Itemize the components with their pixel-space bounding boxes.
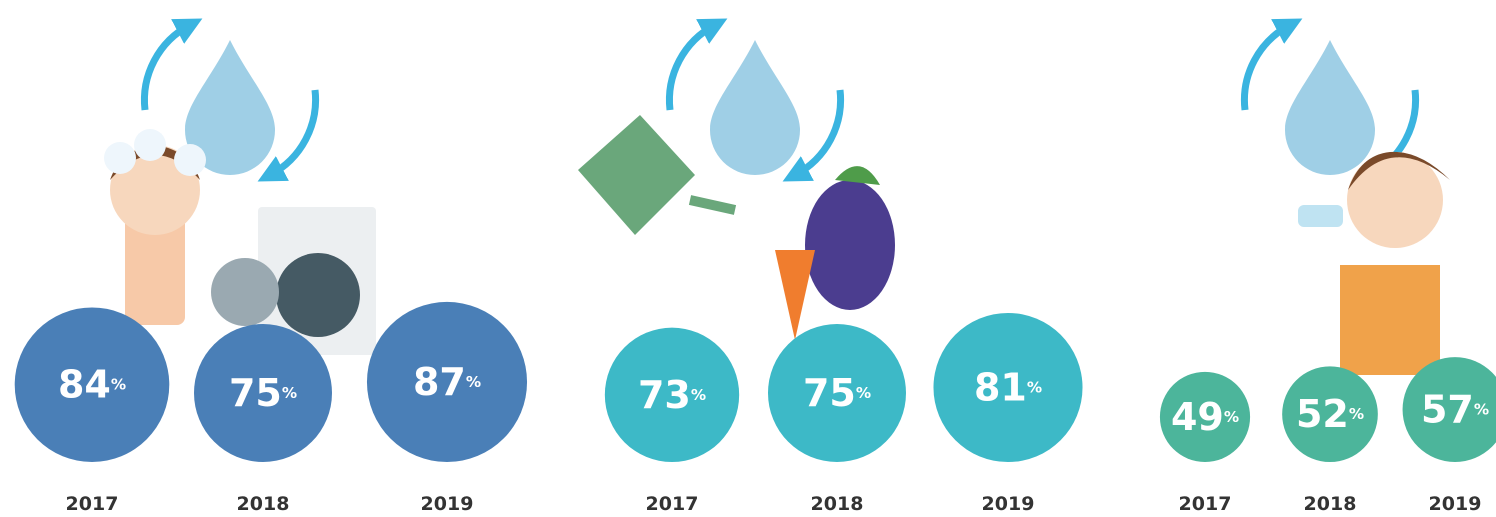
illustrations (104, 25, 1450, 375)
year-label: 2017 (646, 493, 699, 515)
year-label: 2017 (66, 493, 119, 515)
year-label: 2018 (237, 493, 290, 515)
water-cycle-icon (669, 25, 840, 175)
year-label: 2019 (1429, 493, 1482, 515)
year-label: 2017 (1179, 493, 1232, 515)
infographic: 84%201775%201887%201973%201775%201881%20… (0, 0, 1496, 517)
drinking-illustration (1298, 152, 1450, 375)
year-label: 2019 (982, 493, 1035, 515)
year-label: 2018 (1304, 493, 1357, 515)
year-label: 2019 (421, 493, 474, 515)
year-label: 2018 (811, 493, 864, 515)
